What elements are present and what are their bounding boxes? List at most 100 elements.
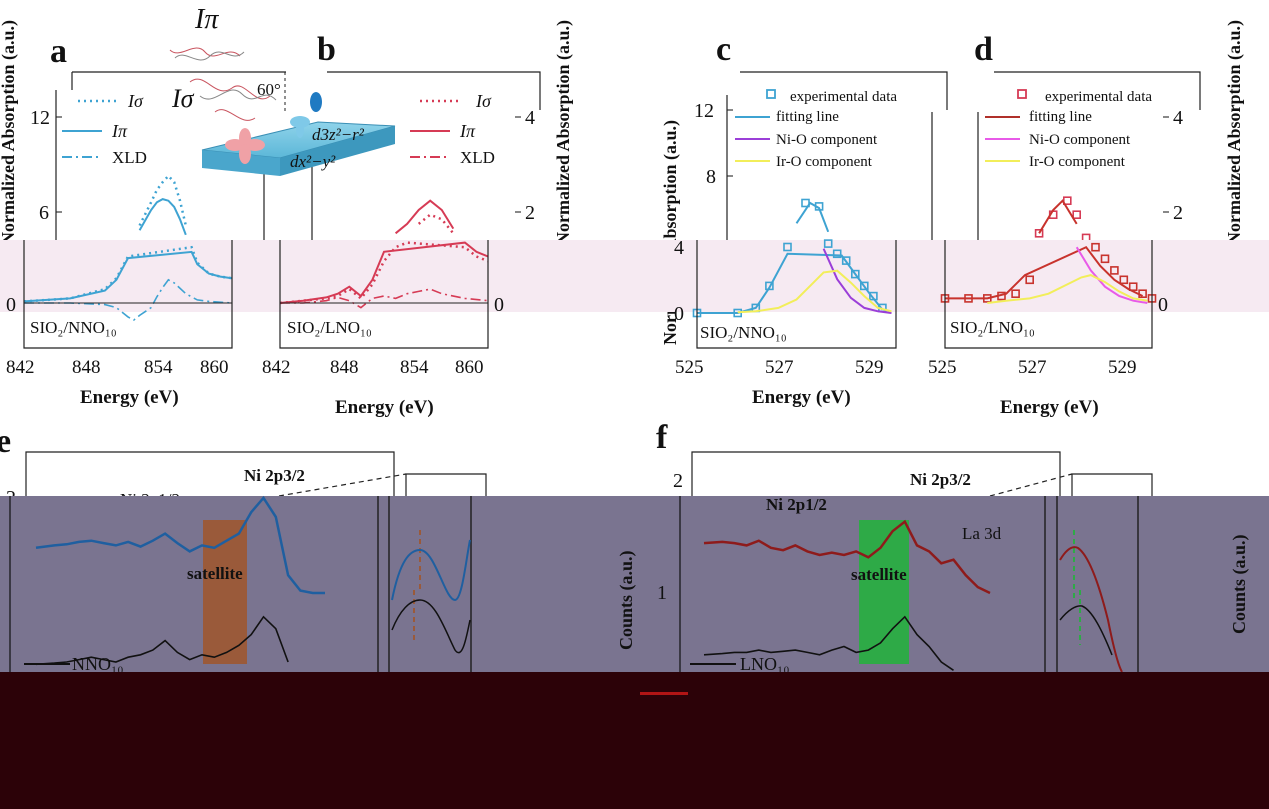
legend-xld-a: XLD xyxy=(112,148,147,167)
ytick-c-4: 4 xyxy=(674,237,684,259)
ytick-d-2: 2 xyxy=(1173,202,1183,224)
panel-b-lower-plot xyxy=(279,241,489,309)
panel-c-lower-plot xyxy=(692,239,892,318)
xticks-b: 842 848 854 860 xyxy=(262,357,484,378)
ytick-a-12: 12 xyxy=(30,107,50,129)
ytick-c-8: 8 xyxy=(706,166,716,188)
orbital-dz2-lobe xyxy=(310,92,322,112)
ytick-a-0: 0 xyxy=(6,294,16,316)
svg-text:529: 529 xyxy=(1108,357,1137,378)
orbital-dx2y2 xyxy=(225,128,265,164)
svg-text:854: 854 xyxy=(144,357,173,378)
peak-ni2p12-f: Ni 2p1/2 xyxy=(766,495,827,514)
panel-d-upper-plot xyxy=(1034,196,1091,243)
series-d-exp-lower-point xyxy=(1128,282,1138,292)
series-d-exp-lower-point xyxy=(1119,275,1129,285)
peak-ni2p32-f: Ni 2p3/2 xyxy=(910,470,971,489)
series-b-0-upper xyxy=(417,213,455,235)
legend-iro-d: Ir-O component xyxy=(1029,154,1126,170)
label-I-pi: Iπ xyxy=(194,4,219,35)
counts-label-f-left: Counts (a.u.) xyxy=(616,550,637,650)
light-wave-pi xyxy=(169,47,277,121)
series-c-3-lower xyxy=(737,269,892,314)
series-d-2-lower xyxy=(1075,246,1148,304)
series-a-1-upper xyxy=(138,198,187,236)
legend-xld-b: XLD xyxy=(460,148,495,167)
series-c-exp-lower-point xyxy=(832,249,842,259)
xlabel-c: Energy (eV) xyxy=(752,387,851,408)
series-c-exp-lower-point xyxy=(859,281,869,291)
ylabel-a-top: Normalized Absorption (a.u.) xyxy=(0,20,19,245)
svg-text:529: 529 xyxy=(855,357,884,378)
series-d-exp-upper-point xyxy=(1034,229,1044,238)
svg-text:848: 848 xyxy=(330,357,359,378)
ytick-c-12: 12 xyxy=(694,100,714,122)
panel-c-frame xyxy=(740,71,948,240)
svg-text:527: 527 xyxy=(765,357,794,378)
svg-text:860: 860 xyxy=(455,357,484,378)
panel-e-top-frame xyxy=(25,451,487,497)
series-c-exp-lower-point xyxy=(823,239,833,248)
series-e-upper xyxy=(35,495,325,595)
panel-f-inset xyxy=(1044,496,1139,673)
panel-letter-f: f xyxy=(656,419,668,456)
panel-letter-c: c xyxy=(716,31,731,68)
series-d-exp-lower-point xyxy=(1091,242,1100,252)
ytick-d-0: 0 xyxy=(1158,294,1168,316)
series-d-exp-upper-point xyxy=(1063,196,1072,205)
legend-pi-b: Iπ xyxy=(459,121,476,141)
legend-iro-c: Ir-O component xyxy=(776,154,873,170)
legend-lno: LNO₁₀ xyxy=(740,654,790,674)
series-c-exp-lower-point xyxy=(783,242,792,252)
series-b-1-lower xyxy=(279,241,489,304)
legend-sigma-b: Iσ xyxy=(475,91,492,111)
legend-exp-c: experimental data xyxy=(790,89,897,105)
series-d-exp-lower-point xyxy=(1110,266,1119,275)
ytick-f-1: 1 xyxy=(657,582,667,604)
legend-nio-c: Ni-O component xyxy=(776,132,878,148)
panel-b-legend: Iσ Iπ XLD xyxy=(410,91,495,167)
xlabel-d: Energy (eV) xyxy=(1000,397,1099,418)
legend-exp-d: experimental data xyxy=(1045,89,1152,105)
series-d-3-lower xyxy=(987,274,1148,304)
series-d-1-upper xyxy=(1038,199,1078,234)
series-f-upper xyxy=(703,519,991,595)
series-c-exp-lower-point xyxy=(841,256,851,265)
ytick-c-0: 0 xyxy=(674,303,684,325)
ylabel-b-top: Normalized Absorption (a.u.) xyxy=(553,20,574,245)
panel-b-upper-plot xyxy=(394,199,455,235)
legend-sigma-a: Iσ xyxy=(127,91,144,111)
legend-fit-c: fitting line xyxy=(776,109,839,125)
satellite-band-e xyxy=(203,520,247,664)
legend-nno: NNO₁₀ xyxy=(72,654,124,674)
panel-e-plot xyxy=(35,495,325,666)
panel-d-legend: experimental data fitting line Ni-O comp… xyxy=(985,89,1152,170)
legend-fit-d: fitting line xyxy=(1029,109,1092,125)
mid-band xyxy=(0,240,1269,312)
series-d-exp-lower-point xyxy=(1100,254,1110,264)
panel-letter-d: d xyxy=(974,31,993,68)
panel-letter-b: b xyxy=(317,31,336,68)
panel-f-plot xyxy=(703,519,991,671)
label-dx2y2: dx²−y² xyxy=(290,152,336,171)
ytick-b-2: 2 xyxy=(525,202,535,224)
svg-text:842: 842 xyxy=(262,357,291,378)
sample-label-c: SIO₂/NNO₁₀ xyxy=(700,323,787,342)
svg-text:527: 527 xyxy=(1018,357,1047,378)
series-d-1-lower xyxy=(945,245,1144,300)
series-a-1-lower xyxy=(23,250,233,303)
panel-letter-e: e xyxy=(0,423,11,460)
panel-e-inset xyxy=(377,496,472,672)
panel-letter-a: a xyxy=(50,33,67,70)
satellite-label-e: satellite xyxy=(187,564,243,583)
series-d-exp-lower-point xyxy=(1025,275,1034,285)
xticks-d: 525 527 529 xyxy=(928,357,1137,378)
legend-nio-d: Ni-O component xyxy=(1029,132,1131,148)
panel-d-lower-plot xyxy=(940,242,1157,304)
sample-label-b: SIO₂/LNO₁₀ xyxy=(287,318,372,337)
series-b-2-lower xyxy=(280,288,489,309)
legend-pi-a: Iπ xyxy=(111,121,128,141)
panel-a-legend: Iσ Iπ XLD xyxy=(62,91,147,167)
panel-c-upper-plot xyxy=(795,198,830,233)
panel-f-top-frame xyxy=(691,451,1153,497)
